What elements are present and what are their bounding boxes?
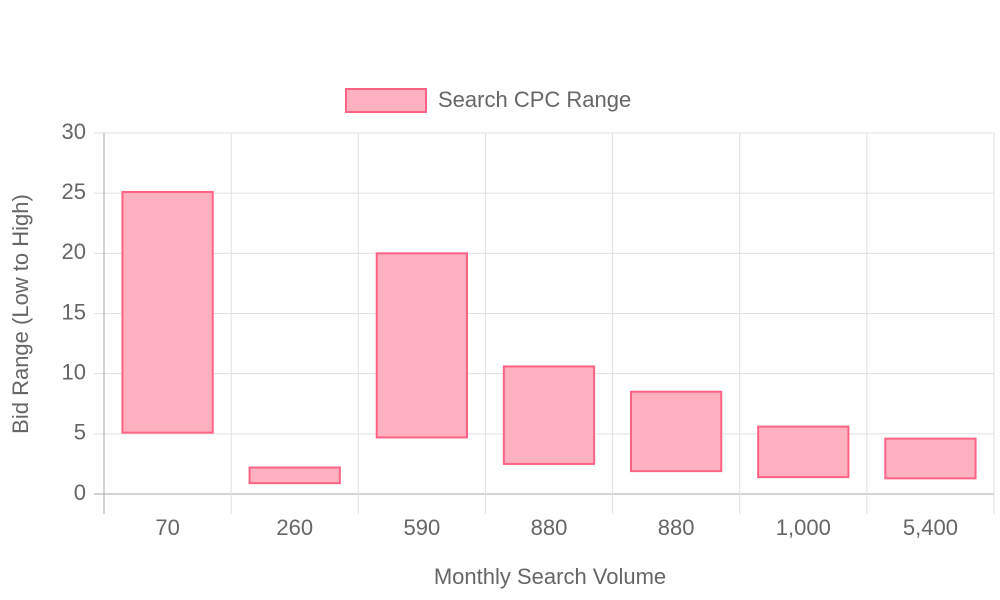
y-tick-label: 20 (62, 239, 86, 264)
y-tick-label: 5 (74, 420, 86, 445)
y-tick-label: 10 (62, 359, 86, 384)
x-tick-label: 880 (658, 515, 695, 540)
bar (375, 252, 468, 439)
bar (757, 425, 850, 479)
x-tick-label: 70 (155, 515, 179, 540)
legend-label: Search CPC Range (438, 87, 631, 112)
bar (121, 190, 214, 434)
legend-swatch (345, 88, 427, 113)
x-tick-label: 880 (531, 515, 568, 540)
y-tick-label: 30 (62, 119, 86, 144)
y-tick-label: 25 (62, 179, 86, 204)
y-axis-title: Bid Range (Low to High) (8, 194, 33, 434)
x-axis-title: Monthly Search Volume (434, 564, 666, 589)
y-tick-label: 0 (74, 480, 86, 505)
x-tick-label: 5,400 (903, 515, 958, 540)
y-tick-label: 15 (62, 299, 86, 324)
bar (248, 466, 341, 485)
x-tick-label: 260 (276, 515, 313, 540)
x-tick-label: 1,000 (776, 515, 831, 540)
bar (630, 390, 723, 473)
bar (502, 365, 596, 465)
bar (884, 437, 977, 480)
x-tick-label: 590 (403, 515, 440, 540)
